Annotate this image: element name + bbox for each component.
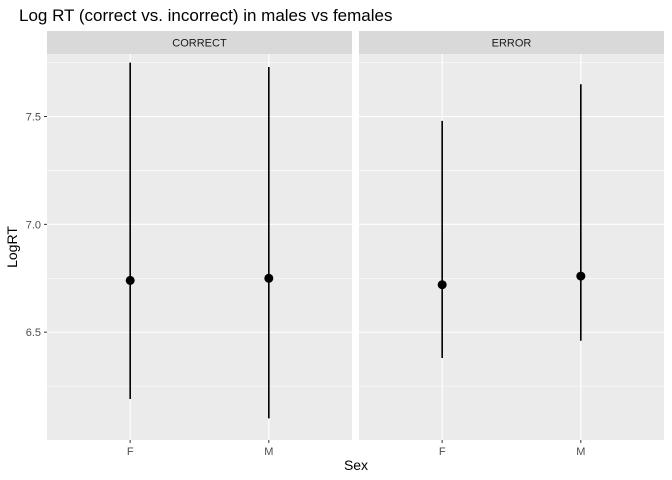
- y-tick-label: 7.0: [26, 219, 41, 231]
- panel-error: ERROR F M: [359, 31, 664, 458]
- data-point-m: [576, 271, 586, 281]
- facet-strip: [359, 31, 664, 54]
- data-point-f: [125, 275, 135, 285]
- data-point-m: [264, 273, 274, 283]
- facet-strip-label: ERROR: [492, 38, 532, 50]
- x-tick-label: M: [264, 446, 273, 458]
- y-tick-label: 7.5: [26, 112, 41, 124]
- x-axis-title: Sex: [344, 457, 368, 473]
- panel-background: [47, 54, 352, 440]
- facet-strip: [47, 31, 352, 54]
- panels: CORRECT F M ERROR F M: [47, 31, 664, 458]
- x-tick-label: M: [576, 446, 585, 458]
- y-axis-title: LogRT: [4, 226, 20, 268]
- data-point-f: [437, 280, 447, 290]
- panel-background: [359, 54, 664, 440]
- y-axis: 6.5 7.0 7.5: [26, 112, 47, 339]
- panel-correct: CORRECT F M: [47, 31, 352, 458]
- facet-strip-label: CORRECT: [172, 38, 227, 50]
- x-tick-label: F: [439, 446, 446, 458]
- x-tick-label: F: [127, 446, 134, 458]
- chart-title: Log RT (correct vs. incorrect) in males …: [19, 6, 393, 25]
- y-tick-label: 6.5: [26, 327, 41, 339]
